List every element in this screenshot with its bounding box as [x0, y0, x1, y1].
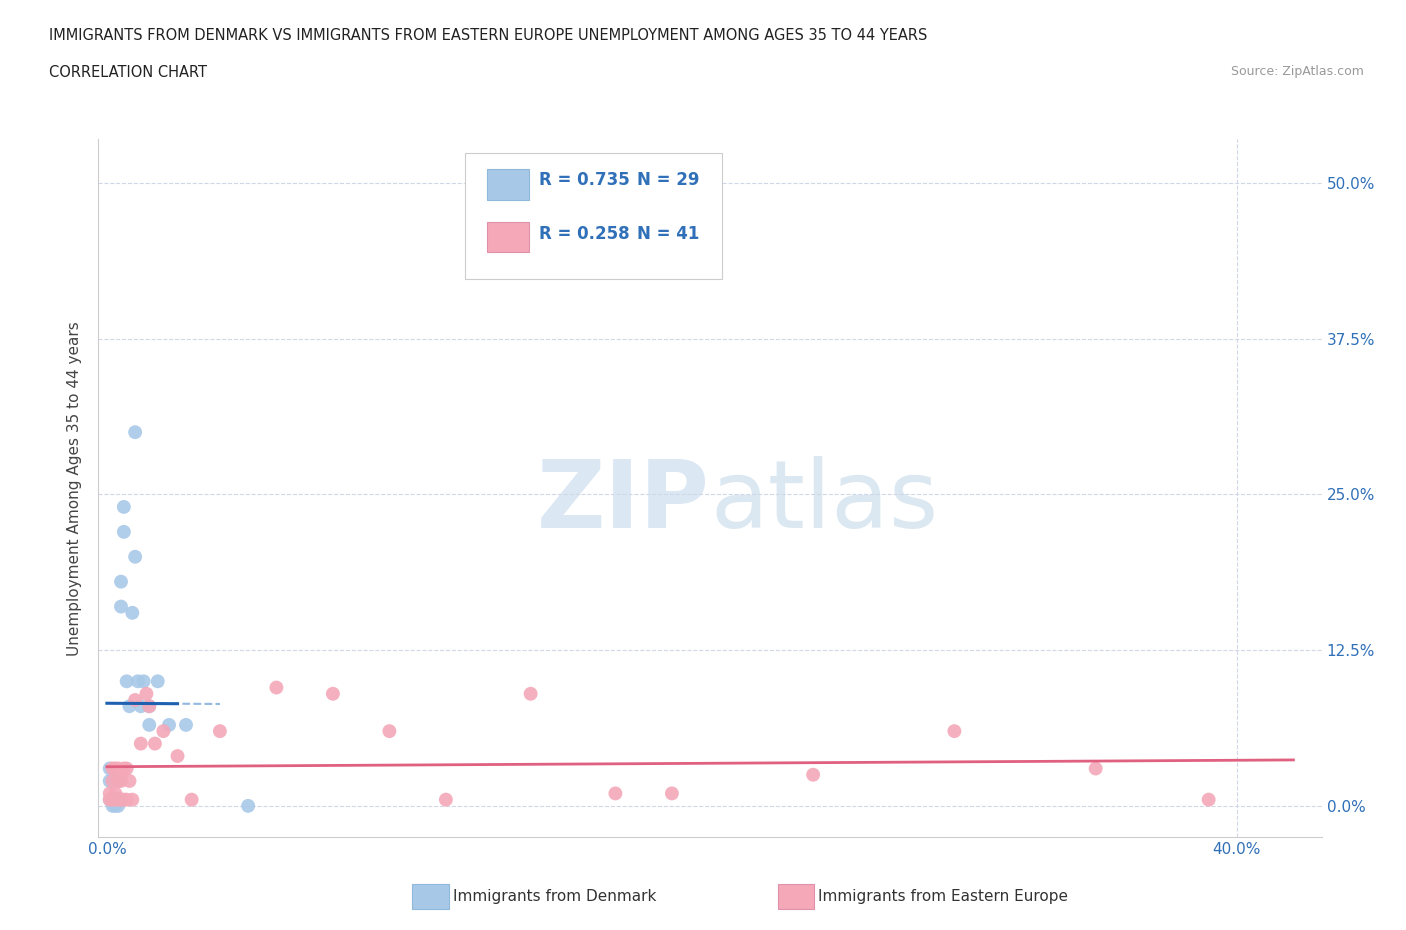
FancyBboxPatch shape: [488, 222, 529, 253]
Point: [1084, 761, 1107, 776]
Point: [101, 792, 124, 807]
Point: [98, 792, 121, 807]
Point: [143, 737, 166, 751]
Point: [605, 786, 627, 801]
Point: [124, 425, 146, 440]
Point: [127, 674, 149, 689]
Point: [157, 717, 180, 732]
Point: [98, 792, 121, 807]
Point: [129, 737, 152, 751]
Point: [112, 761, 135, 776]
Point: [138, 698, 160, 713]
Point: [107, 774, 129, 789]
Point: [124, 550, 146, 565]
Point: [110, 767, 132, 782]
FancyBboxPatch shape: [488, 169, 529, 200]
Text: ZIP: ZIP: [537, 457, 710, 548]
Point: [107, 792, 129, 807]
Point: [132, 674, 155, 689]
Point: [101, 799, 124, 814]
Point: [118, 698, 141, 713]
Point: [434, 792, 457, 807]
Point: [110, 599, 132, 614]
Point: [104, 799, 127, 814]
Point: [107, 792, 129, 807]
Text: R = 0.735: R = 0.735: [538, 171, 630, 189]
Point: [129, 698, 152, 713]
Point: [110, 792, 132, 807]
Text: Immigrants from Denmark: Immigrants from Denmark: [453, 889, 657, 904]
Point: [266, 680, 288, 695]
Point: [115, 674, 138, 689]
Point: [519, 686, 541, 701]
Point: [110, 774, 132, 789]
Point: [115, 761, 138, 776]
Point: [1198, 792, 1220, 807]
Point: [135, 686, 157, 701]
Point: [661, 786, 683, 801]
Point: [110, 792, 132, 807]
Y-axis label: Unemployment Among Ages 35 to 44 years: Unemployment Among Ages 35 to 44 years: [67, 321, 83, 656]
Point: [378, 724, 401, 738]
Point: [101, 761, 124, 776]
Point: [208, 724, 231, 738]
Point: [107, 774, 129, 789]
Point: [943, 724, 966, 738]
Point: [236, 799, 259, 814]
Text: CORRELATION CHART: CORRELATION CHART: [49, 65, 207, 80]
Point: [104, 792, 127, 807]
Point: [118, 774, 141, 789]
Point: [180, 792, 202, 807]
Point: [107, 799, 129, 814]
Point: [322, 686, 344, 701]
Point: [174, 717, 197, 732]
Text: Source: ZipAtlas.com: Source: ZipAtlas.com: [1230, 65, 1364, 78]
Point: [115, 792, 138, 807]
Point: [112, 792, 135, 807]
Point: [121, 605, 143, 620]
Text: N = 29: N = 29: [637, 171, 699, 189]
Point: [104, 786, 127, 801]
Point: [124, 693, 146, 708]
Point: [110, 792, 132, 807]
Point: [101, 774, 124, 789]
Text: atlas: atlas: [710, 457, 938, 548]
Point: [107, 761, 129, 776]
Text: IMMIGRANTS FROM DENMARK VS IMMIGRANTS FROM EASTERN EUROPE UNEMPLOYMENT AMONG AGE: IMMIGRANTS FROM DENMARK VS IMMIGRANTS FR…: [49, 28, 928, 43]
Text: Immigrants from Eastern Europe: Immigrants from Eastern Europe: [818, 889, 1069, 904]
Point: [138, 698, 160, 713]
Point: [146, 674, 169, 689]
Point: [98, 774, 121, 789]
Point: [166, 749, 188, 764]
Point: [152, 724, 174, 738]
Text: N = 41: N = 41: [637, 225, 699, 243]
Point: [98, 786, 121, 801]
Point: [101, 792, 124, 807]
Point: [121, 792, 143, 807]
Point: [110, 574, 132, 589]
Point: [138, 717, 160, 732]
Text: R = 0.258: R = 0.258: [538, 225, 630, 243]
Point: [104, 792, 127, 807]
Point: [112, 525, 135, 539]
FancyBboxPatch shape: [465, 153, 723, 279]
Point: [104, 761, 127, 776]
Point: [801, 767, 824, 782]
Point: [98, 761, 121, 776]
Point: [112, 499, 135, 514]
